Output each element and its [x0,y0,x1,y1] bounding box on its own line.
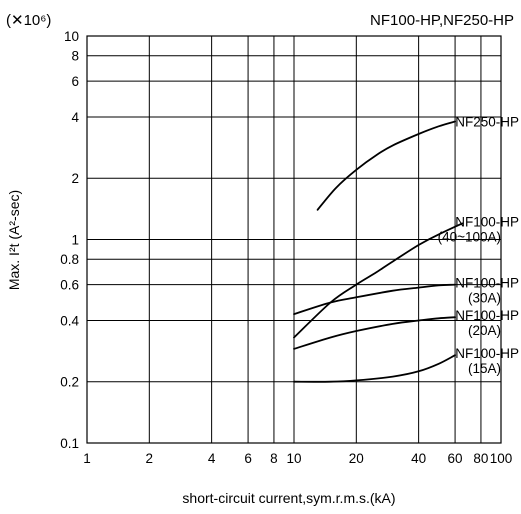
y-tick-label: 2 [71,171,79,186]
series-line [293,283,456,315]
y-tick-label: 1 [71,233,79,248]
y-tick-label: 6 [71,74,79,89]
x-tick-label: 100 [490,451,513,466]
y-tick-label: 10 [64,29,79,44]
x-axis-label: short-circuit current,sym.r.m.s.(kA) [182,490,395,506]
x-tick-label: 20 [349,451,364,466]
curves [293,120,464,383]
y-axis-label: Max. I²t (A²-sec) [6,190,22,290]
series-line [293,354,456,383]
series-label: NF100-HP (20A) [455,308,519,338]
x-tick-label: 40 [411,451,426,466]
x-tick-label: 1 [83,451,91,466]
x-tick-labels: 1 2 4 6 8 10 20 40 60 80 100 [83,451,512,466]
series-label: NF100-HP (40~100A) [438,214,519,244]
y-tick-labels: 0.1 0.2 0.4 0.6 0.8 1 2 4 6 8 10 [60,29,79,451]
y-tick-label: 8 [71,49,79,64]
x-tick-label: 2 [146,451,154,466]
y-tick-label: 4 [71,110,79,125]
series-label: NF250-HP [455,115,519,130]
x-tick-label: 4 [208,451,216,466]
y-tick-label: 0.4 [60,313,79,328]
y-tick-label: 0.6 [60,278,79,293]
series-line [293,222,464,339]
y-multiplier: (✕10⁶) [6,12,51,29]
series-label: NF100-HP (15A) [455,346,519,376]
x-tick-label: 80 [473,451,488,466]
series-label: NF100-HP (30A) [455,276,519,306]
x-tick-label: 6 [244,451,252,466]
y-tick-label: 0.2 [60,375,79,390]
chart-title: NF100-HP,NF250-HP [370,12,514,29]
x-tick-label: 8 [270,451,278,466]
x-tick-label: 10 [286,451,301,466]
x-tick-label: 60 [448,451,463,466]
y-tick-label: 0.8 [60,252,79,267]
series-line [293,316,456,350]
y-tick-label: 0.1 [60,436,79,451]
series-line [316,120,456,211]
plot-frame [86,35,502,444]
